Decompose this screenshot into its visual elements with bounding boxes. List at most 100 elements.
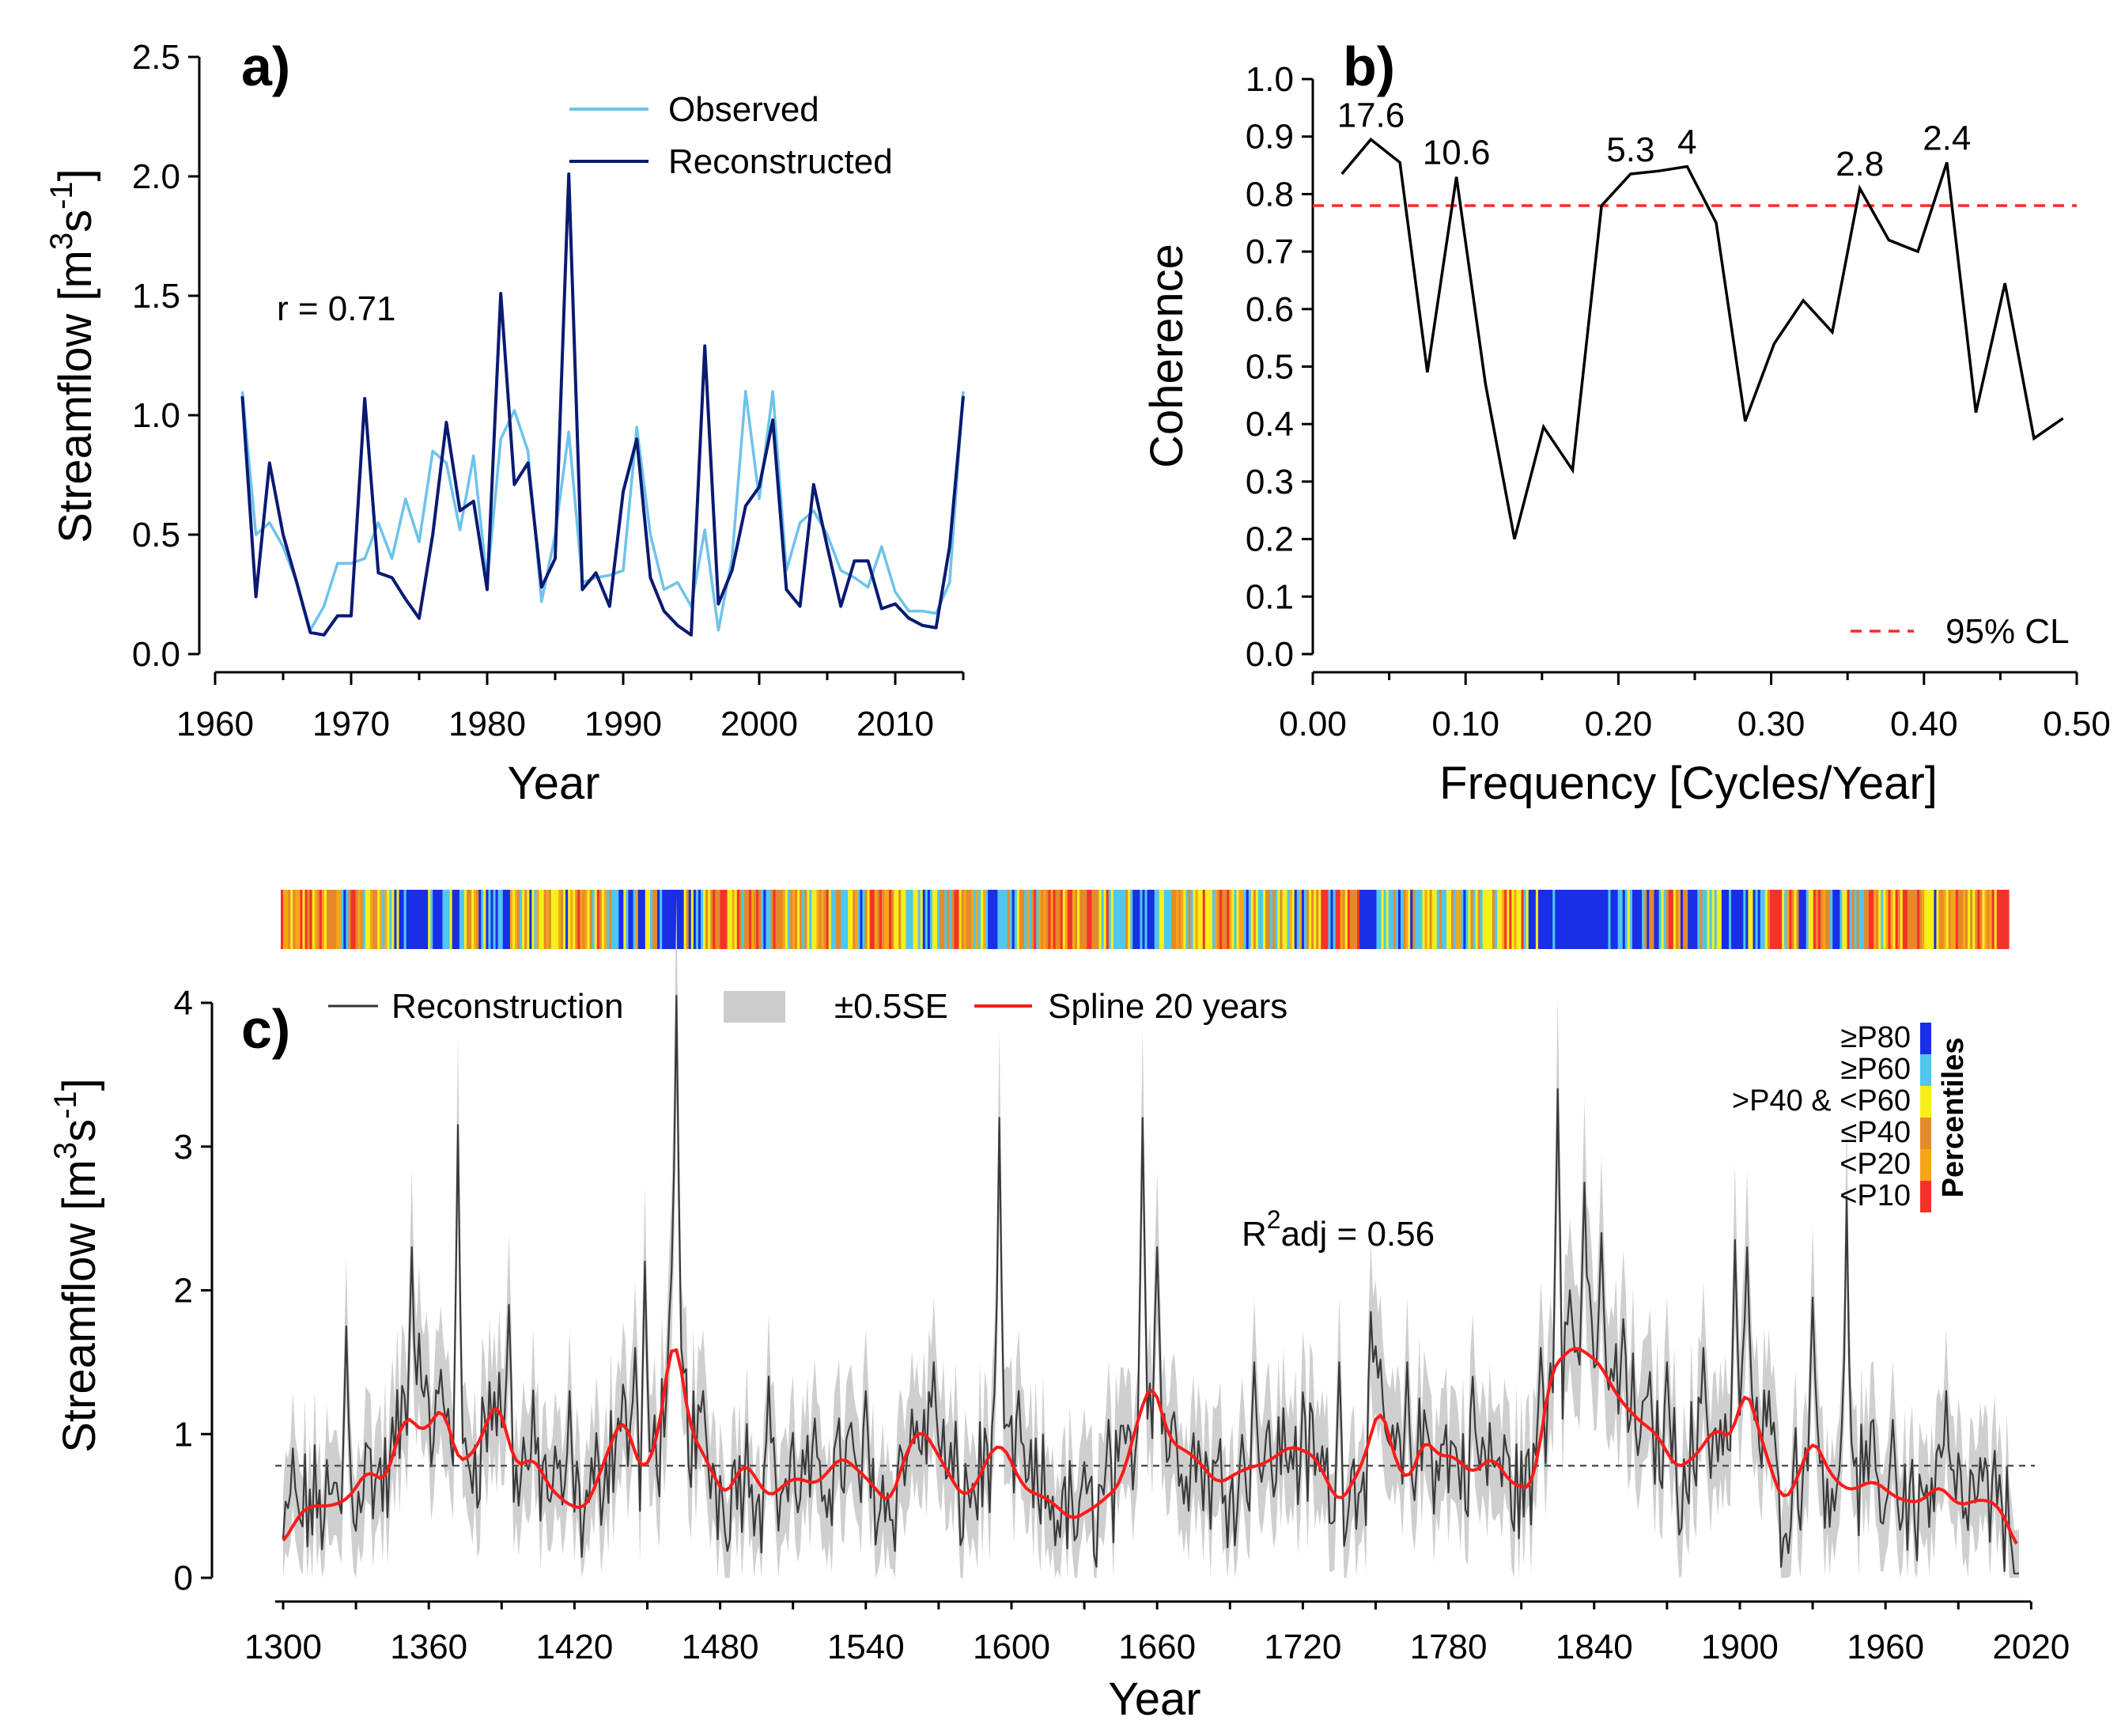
percentile-strip-bar (1673, 890, 1677, 949)
percentile-strip-bar (942, 890, 945, 949)
percentile-strip-bar (415, 890, 419, 949)
percentile-strip-bar (1610, 890, 1614, 949)
percentile-strip-bar (1979, 890, 1983, 949)
percentile-strip-bar (1062, 890, 1066, 949)
percentile-strip-bar (1234, 890, 1238, 949)
percentile-strip-bar (968, 890, 972, 949)
percentile-strip-bar (1581, 890, 1585, 949)
percentile-strip-bar (401, 890, 405, 949)
percentile-swatch (1920, 1086, 1931, 1118)
percentile-strip-bar (341, 890, 344, 949)
percentile-strip-bar (1791, 890, 1795, 949)
percentile-strip-bar (1026, 890, 1030, 949)
percentile-strip-bar (1685, 890, 1688, 949)
percentile-strip-bar (1050, 890, 1054, 949)
x-tick-label: 1840 (1556, 1628, 1633, 1666)
percentile-strip-bar (681, 890, 685, 949)
percentile-strip-bar (1441, 890, 1445, 949)
coherence-line (1340, 137, 2064, 540)
percentile-strip-bar (1516, 890, 1520, 949)
x-tick-label: 0.30 (1737, 705, 1805, 743)
percentile-strip-bar (1342, 890, 1346, 949)
percentile-strip-bar (1589, 890, 1592, 949)
percentile-strip-bar (1871, 890, 1874, 949)
percentile-strip-bar (570, 890, 573, 949)
percentile-strip-bar (380, 890, 383, 949)
percentile-strip-bar (452, 890, 456, 949)
x-tick-label: 1960 (176, 705, 254, 743)
percentile-strip-bar (1446, 890, 1450, 949)
percentile-strip-bar (1284, 890, 1288, 949)
percentile-strip-bar (966, 890, 970, 949)
percentile-strip-bar (951, 890, 955, 949)
percentile-strip-bar (1700, 890, 1703, 949)
percentile-strip-bar (751, 890, 754, 949)
percentile-strip-bar (1328, 890, 1332, 949)
percentile-strip-bar (1601, 890, 1604, 949)
y-axis-title: Streamflow [m3s-1] (44, 168, 101, 543)
y-tick-label: 2.5 (132, 38, 180, 77)
percentile-strip-bar (1120, 890, 1124, 949)
percentile-strip-bar (1801, 890, 1805, 949)
percentile-strip-bar (290, 890, 293, 949)
percentile-strip-bar (649, 890, 653, 949)
percentile-strip-bar (838, 890, 841, 949)
percentile-strip-bar (1369, 890, 1372, 949)
percentile-strip-bar (1511, 890, 1515, 949)
percentile-strip-bar (353, 890, 357, 949)
percentile-strip-bar (1132, 890, 1136, 949)
percentile-strip-bar (603, 890, 607, 949)
percentile-strip-bar (1670, 890, 1674, 949)
percentile-strip-bar (1784, 890, 1787, 949)
percentile-strip-bar (940, 890, 943, 949)
percentile-strip-bar (1378, 890, 1382, 949)
percentile-strip-bar (1897, 890, 1901, 949)
percentile-strip-bar (1371, 890, 1375, 949)
y-tick-label: 0.3 (1246, 463, 1294, 501)
percentile-strip-bar (835, 890, 839, 949)
percentile-strip-bar (927, 890, 931, 949)
percentile-strip-bar (1000, 890, 1004, 949)
percentile-strip-bar (993, 890, 996, 949)
percentile-strip-bar (1835, 890, 1838, 949)
percentile-strip-bar (635, 890, 639, 949)
percentile-strip-bar (647, 890, 651, 949)
x-tick-label: 1420 (535, 1628, 613, 1666)
percentile-strip-bar (483, 890, 486, 949)
percentile-strip-bar (645, 890, 648, 949)
percentile-strip-bar (734, 890, 738, 949)
percentile-strip-bar (1528, 890, 1532, 949)
percentile-strip-bar (488, 890, 492, 949)
percentile-strip-bar (814, 890, 818, 949)
percentile-strip-bar (502, 890, 506, 949)
percentile-strip-bar (1769, 890, 1773, 949)
percentile-strip-bar (1038, 890, 1042, 949)
percentile-strip-bar (1832, 890, 1836, 949)
percentile-label: <P10 (1840, 1179, 1911, 1212)
legend-label-reconstruction: Reconstruction (391, 987, 623, 1026)
percentile-strip-bar (804, 890, 807, 949)
percentile-strip-bar (1526, 890, 1529, 949)
percentile-strip-bar (1842, 890, 1846, 949)
percentile-strip-bar (1113, 890, 1117, 949)
percentile-strip-bar (1869, 890, 1872, 949)
percentile-strip-bar (1475, 890, 1479, 949)
percentile-strip-bar (1036, 890, 1039, 949)
percentile-strip-bar (1227, 890, 1230, 949)
percentile-strip-bar (1690, 890, 1693, 949)
percentile-strip-bar (901, 890, 904, 949)
percentile-strip-bar (384, 890, 388, 949)
percentile-strip-bar (872, 890, 875, 949)
percentile-strip-bar (2003, 890, 2007, 949)
percentile-strip-bar (637, 890, 641, 949)
percentile-strip-bar (722, 890, 726, 949)
percentile-strip-bar (686, 890, 690, 949)
percentile-strip-bar (520, 890, 523, 949)
percentile-strip-bar (1255, 890, 1259, 949)
percentile-strip-bar (1764, 890, 1768, 949)
percentile-strip-bar (667, 890, 670, 949)
percentile-strip-bar (664, 890, 667, 949)
percentile-strip-bar (1154, 890, 1158, 949)
percentile-strip-bar (1067, 890, 1071, 949)
